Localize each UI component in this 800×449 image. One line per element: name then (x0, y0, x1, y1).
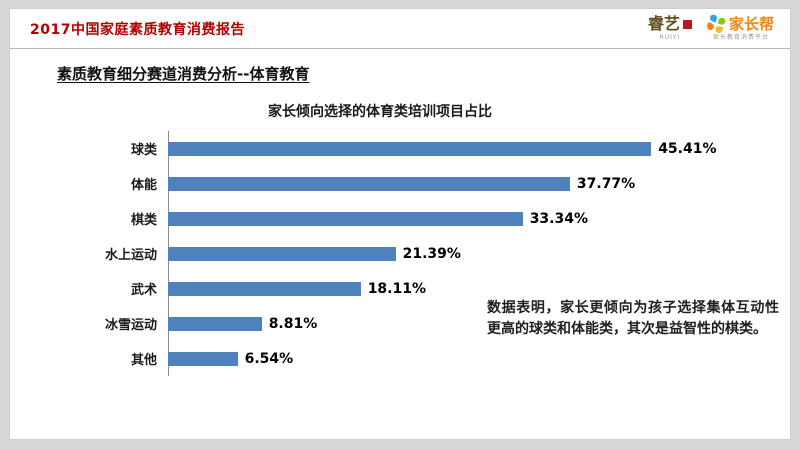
bar (168, 316, 262, 331)
value-label: 33.34% (529, 210, 588, 227)
category-label: 体能 (130, 178, 157, 193)
pinwheel-icon (705, 13, 728, 35)
chart-row: 其他 6.54% (32, 341, 717, 376)
jiazhangbang-logo-subtext: 家长教育消费平台 (712, 33, 769, 41)
chart-row: 体能 37.77% (32, 166, 717, 201)
category-label: 冰雪运动 (104, 318, 157, 333)
category-label: 棋类 (130, 213, 157, 228)
ruiyi-logo-subtext: RUIYI (659, 34, 681, 41)
header: 2017中国家庭素质教育消费报告 睿艺 RUIYI 家长帮 家长教育消费平台 (10, 9, 790, 49)
bar (168, 281, 361, 296)
chart-row: 棋类 33.34% (32, 201, 717, 236)
slide: 2017中国家庭素质教育消费报告 睿艺 RUIYI 家长帮 家长教育消费平台 (9, 8, 791, 440)
logo-jiazhangbang: 家长帮 家长教育消费平台 (705, 13, 774, 42)
chart-row: 球类 45.41% (32, 131, 717, 166)
value-label: 6.54% (244, 350, 294, 367)
logo-ruiyi: 睿艺 RUIYI (648, 15, 692, 41)
value-label: 37.77% (576, 175, 636, 192)
bar (168, 246, 396, 261)
value-label: 21.39% (402, 245, 461, 262)
bar (168, 351, 238, 366)
bar (168, 141, 652, 156)
bar-chart: 球类 45.41% 体能 37.77% 棋类 33.34% 水上运动 21.39% 武术 18.1… (32, 131, 717, 376)
ruiyi-logo-text: 睿艺 (647, 14, 680, 34)
category-label: 其他 (130, 353, 157, 368)
category-label: 球类 (130, 143, 157, 158)
value-label: 18.11% (367, 280, 426, 297)
bar (168, 176, 570, 191)
chart-title: 家长倾向选择的体育类培训项目占比 (268, 104, 492, 120)
logo-group: 睿艺 RUIYI 家长帮 家长教育消费平台 (648, 13, 774, 42)
value-label: 8.81% (268, 315, 318, 332)
ruiyi-seal-icon (682, 19, 692, 29)
value-label: 45.41% (658, 140, 717, 157)
category-label: 水上运动 (104, 248, 157, 263)
chart-row: 武术 18.11% (32, 271, 717, 306)
chart-row: 水上运动 21.39% (32, 236, 717, 271)
bar (168, 211, 523, 226)
report-title: 2017中国家庭素质教育消费报告 (30, 21, 245, 38)
section-title: 素质教育细分赛道消费分析--体育教育 (57, 65, 310, 83)
category-label: 武术 (130, 283, 157, 298)
chart-row: 冰雪运动 8.81% (32, 306, 717, 341)
annotation-text: 数据表明，家长更倾向为孩子选择集体互动性更高的球类和体能类，其次是益智性的棋类。 (487, 300, 779, 338)
jiazhangbang-logo-text: 家长帮 (728, 14, 774, 33)
